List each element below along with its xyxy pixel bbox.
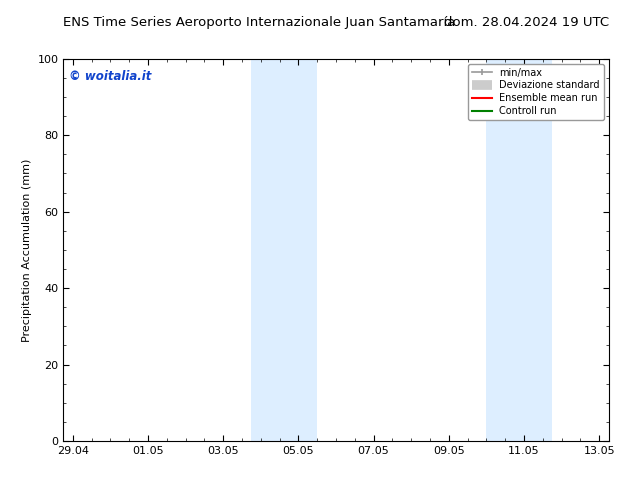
- Text: dom. 28.04.2024 19 UTC: dom. 28.04.2024 19 UTC: [444, 16, 609, 28]
- Bar: [252, 59, 317, 441]
- Text: ENS Time Series Aeroporto Internazionale Juan Santamaría: ENS Time Series Aeroporto Internazionale…: [63, 16, 456, 28]
- Legend: min/max, Deviazione standard, Ensemble mean run, Controll run: min/max, Deviazione standard, Ensemble m…: [469, 64, 604, 120]
- Text: © woitalia.it: © woitalia.it: [69, 70, 152, 83]
- Bar: [486, 59, 552, 441]
- Y-axis label: Precipitation Accumulation (mm): Precipitation Accumulation (mm): [22, 158, 32, 342]
